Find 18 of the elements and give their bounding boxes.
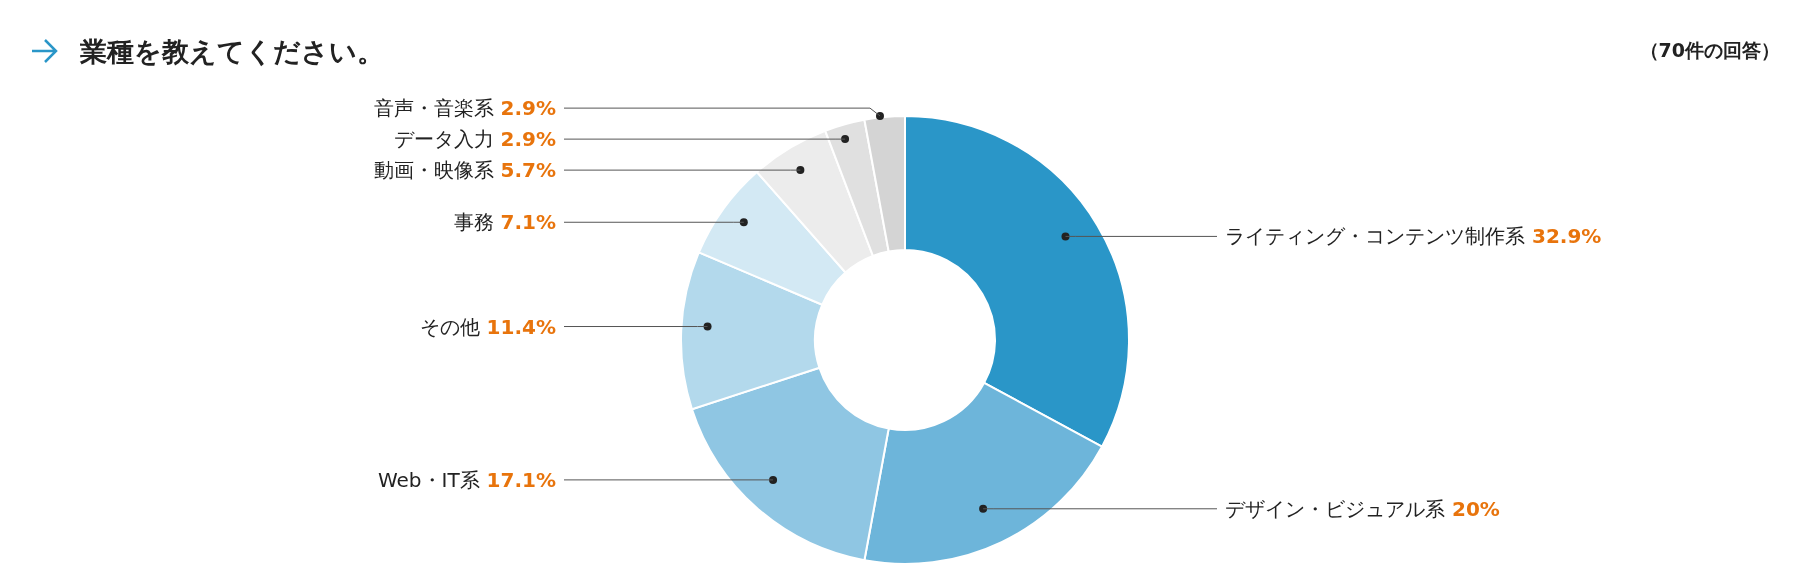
data-label: 32.9% bbox=[1525, 224, 1602, 249]
slice-label: 音声・音楽系 bbox=[373, 96, 494, 121]
data-label: 17.1% bbox=[479, 467, 556, 492]
slice-label: データ入力 bbox=[393, 127, 494, 152]
data-label: 2.9% bbox=[493, 96, 556, 121]
slice-label: 動画・映像系 bbox=[373, 158, 494, 183]
slice-label: その他 bbox=[419, 314, 480, 339]
slice-label: デザイン・ビジュアル系 bbox=[1225, 496, 1445, 521]
data-label: 7.1% bbox=[493, 210, 556, 235]
slice-label: Web・IT系 bbox=[377, 467, 480, 492]
data-label: 20% bbox=[1445, 496, 1500, 521]
data-label: 11.4% bbox=[479, 314, 556, 339]
chart-title: 業種を教えてください。 bbox=[80, 35, 384, 69]
slice-label: ライティング・コンテンツ制作系 bbox=[1225, 224, 1525, 249]
data-label: 2.9% bbox=[493, 127, 556, 152]
text: （70件の回答） bbox=[1639, 38, 1780, 63]
slice-label: 事務 bbox=[453, 210, 494, 235]
data-label: 5.7% bbox=[493, 158, 556, 183]
